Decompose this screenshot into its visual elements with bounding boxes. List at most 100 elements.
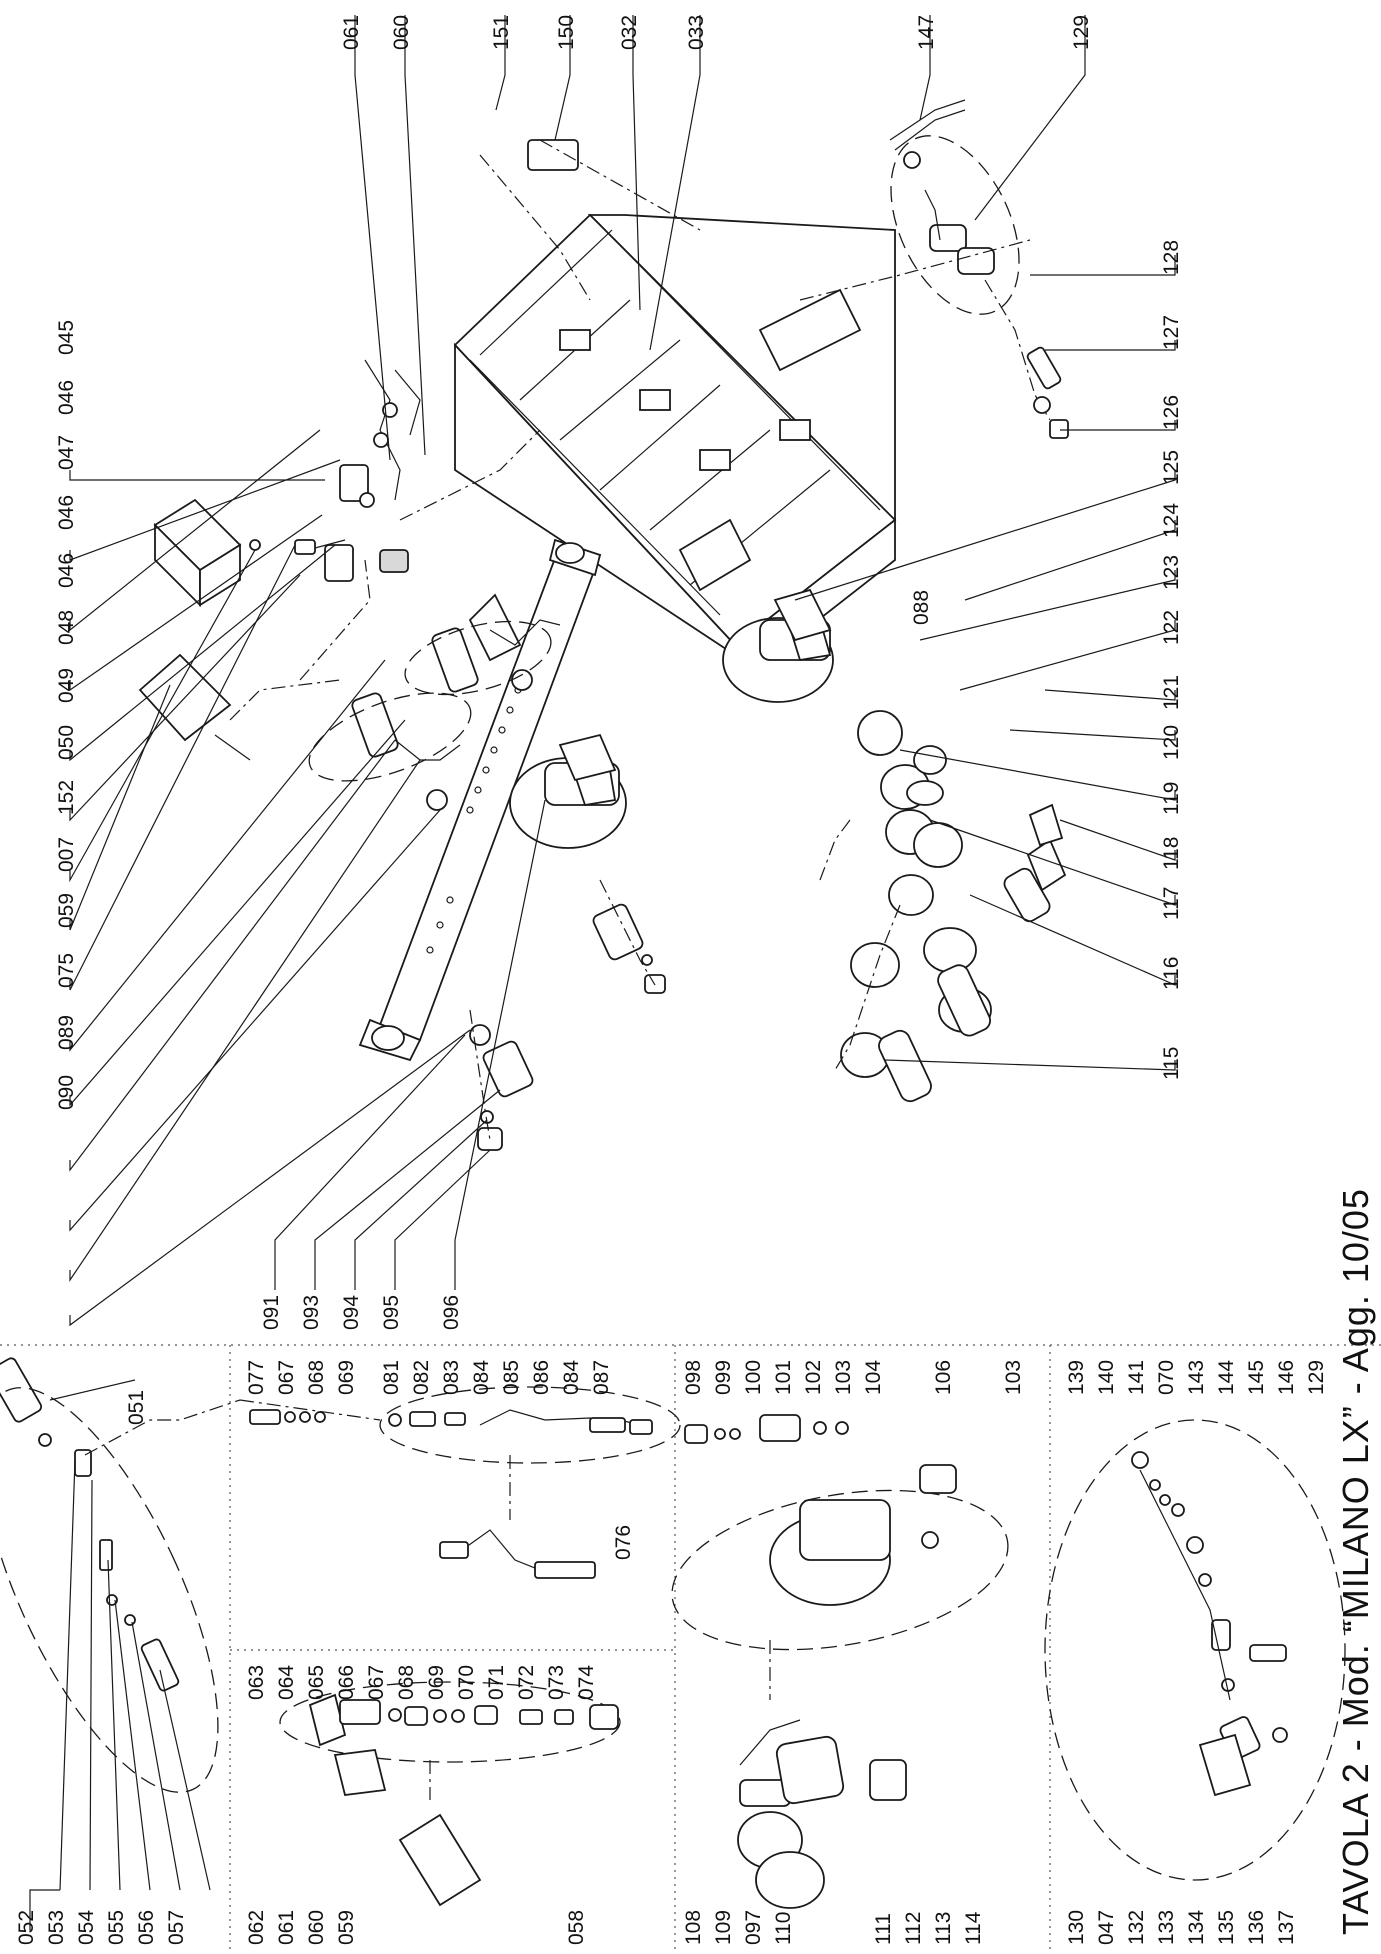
label-098: 098 bbox=[682, 1360, 705, 1395]
label-046: 046 bbox=[55, 380, 78, 415]
label-143: 143 bbox=[1185, 1360, 1208, 1395]
label-055: 055 bbox=[105, 1910, 128, 1945]
label-095: 095 bbox=[380, 1295, 403, 1330]
label-069: 069 bbox=[425, 1665, 448, 1700]
label-134: 134 bbox=[1185, 1910, 1208, 1945]
label-146: 146 bbox=[1275, 1360, 1298, 1395]
label-063: 063 bbox=[245, 1665, 268, 1700]
label-117: 117 bbox=[1160, 887, 1183, 920]
label-130: 130 bbox=[1065, 1910, 1088, 1945]
label-140: 140 bbox=[1095, 1360, 1118, 1395]
label-053: 053 bbox=[45, 1910, 68, 1945]
label-090: 090 bbox=[55, 1075, 78, 1110]
label-070: 070 bbox=[455, 1665, 478, 1700]
label-081: 081 bbox=[380, 1360, 403, 1395]
label-152: 152 bbox=[55, 780, 78, 815]
label-114: 114 bbox=[962, 1911, 985, 1945]
label-056: 056 bbox=[135, 1910, 158, 1945]
label-133: 133 bbox=[1155, 1910, 1178, 1945]
label-067: 067 bbox=[275, 1360, 298, 1395]
label-103: 103 bbox=[832, 1360, 855, 1395]
label-076: 076 bbox=[612, 1525, 635, 1560]
label-109: 109 bbox=[712, 1910, 735, 1945]
label-122: 122 bbox=[1160, 610, 1183, 645]
label-052: 052 bbox=[15, 1910, 38, 1945]
label-051: 051 bbox=[125, 1390, 148, 1425]
label-120: 120 bbox=[1160, 725, 1183, 760]
label-106: 106 bbox=[932, 1360, 955, 1395]
label-060: 060 bbox=[390, 15, 413, 50]
label-086: 086 bbox=[530, 1360, 553, 1395]
label-116: 116 bbox=[1160, 957, 1183, 990]
label-111: 111 bbox=[872, 1913, 895, 1945]
pump-assembly bbox=[799, 99, 1069, 439]
label-102: 102 bbox=[802, 1360, 825, 1395]
label-047: 047 bbox=[1095, 1910, 1118, 1945]
label-097: 097 bbox=[742, 1910, 765, 1945]
label-112: 112 bbox=[902, 1912, 925, 1945]
label-135: 135 bbox=[1215, 1910, 1238, 1945]
group-heads bbox=[509, 588, 834, 849]
label-061: 061 bbox=[340, 15, 363, 50]
label-032: 032 bbox=[618, 15, 641, 50]
label-091: 091 bbox=[260, 1295, 283, 1330]
label-082: 082 bbox=[410, 1360, 433, 1395]
label-093: 093 bbox=[300, 1295, 323, 1330]
label-141: 141 bbox=[1125, 1360, 1148, 1395]
label-084: 084 bbox=[560, 1360, 583, 1395]
label-062: 062 bbox=[245, 1910, 268, 1945]
label-126: 126 bbox=[1160, 395, 1183, 430]
label-127: 127 bbox=[1160, 315, 1183, 350]
label-103: 103 bbox=[1002, 1360, 1025, 1395]
transformer bbox=[153, 498, 346, 608]
label-129: 129 bbox=[1305, 1360, 1328, 1395]
label-099: 099 bbox=[712, 1360, 735, 1395]
label-073: 073 bbox=[545, 1665, 568, 1700]
label-054: 054 bbox=[75, 1910, 98, 1945]
label-132: 132 bbox=[1125, 1910, 1148, 1945]
label-049: 049 bbox=[55, 668, 78, 703]
label-096: 096 bbox=[440, 1295, 463, 1330]
label-048: 048 bbox=[55, 610, 78, 645]
label-083: 083 bbox=[440, 1360, 463, 1395]
main-switch bbox=[479, 139, 701, 301]
page-title: TAVOLA 2 - Mod. “MILANO LX” - Agg. 10/05 bbox=[1335, 1188, 1376, 1935]
label-046: 046 bbox=[55, 553, 78, 588]
label-065: 065 bbox=[305, 1665, 328, 1700]
label-144: 144 bbox=[1215, 1360, 1238, 1395]
machine-frame bbox=[453, 213, 897, 687]
label-071: 071 bbox=[485, 1665, 508, 1700]
panel-051-assembly bbox=[0, 1357, 241, 1793]
label-069: 069 bbox=[335, 1360, 358, 1395]
group-head-cover bbox=[358, 538, 602, 1062]
label-108: 108 bbox=[682, 1910, 705, 1945]
label-150: 150 bbox=[555, 15, 578, 50]
label-045: 045 bbox=[55, 320, 78, 355]
label-129: 129 bbox=[1070, 15, 1093, 50]
label-072: 072 bbox=[515, 1665, 538, 1700]
label-057: 057 bbox=[165, 1910, 188, 1945]
label-033: 033 bbox=[685, 15, 708, 50]
portafilters bbox=[819, 710, 1067, 1103]
label-136: 136 bbox=[1245, 1910, 1268, 1945]
label-085: 085 bbox=[500, 1360, 523, 1395]
label-113: 113 bbox=[932, 1912, 955, 1945]
label-101: 101 bbox=[772, 1360, 795, 1395]
label-139: 139 bbox=[1065, 1360, 1088, 1395]
label-100: 100 bbox=[742, 1360, 765, 1395]
label-059: 059 bbox=[335, 1910, 358, 1945]
label-123: 123 bbox=[1160, 555, 1183, 590]
steam-wand-parts bbox=[469, 879, 666, 1151]
label-089: 089 bbox=[55, 1015, 78, 1050]
label-094: 094 bbox=[340, 1295, 363, 1330]
label-007: 007 bbox=[55, 837, 78, 872]
label-084: 084 bbox=[470, 1360, 493, 1395]
label-104: 104 bbox=[862, 1360, 885, 1395]
label-087: 087 bbox=[590, 1360, 613, 1395]
label-061: 061 bbox=[275, 1910, 298, 1945]
panel-097-assembly bbox=[671, 1414, 1009, 1909]
label-145: 145 bbox=[1245, 1360, 1268, 1395]
label-119: 119 bbox=[1160, 782, 1183, 815]
label-124: 124 bbox=[1160, 503, 1183, 538]
